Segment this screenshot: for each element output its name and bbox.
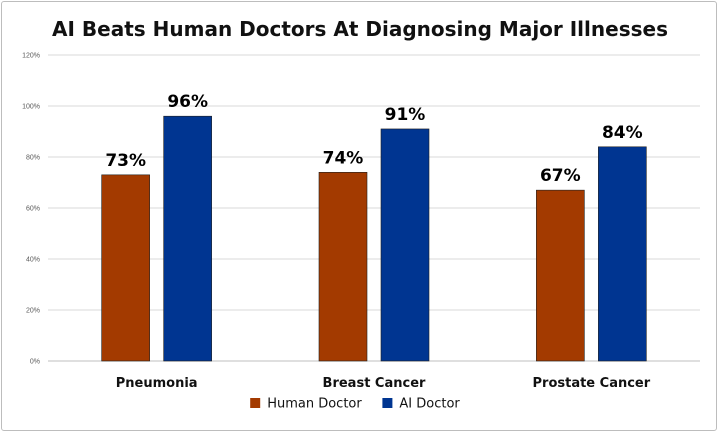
legend-swatch [382,398,393,408]
y-tick-label: 40% [26,257,40,264]
y-tick-label: 100% [22,104,40,111]
bar-human-doctor [101,174,150,362]
data-label: 67% [540,166,581,186]
legend-label: Human Doctor [267,397,362,412]
legend-swatch [250,398,261,408]
data-label: 74% [323,148,364,168]
category-label: Prostate Cancer [533,376,651,391]
data-label: 84% [602,123,643,143]
y-tick-label: 20% [26,308,40,315]
bar-ai-doctor [163,115,212,362]
y-tick-label: 120% [22,53,40,60]
y-tick-label: 60% [26,206,40,213]
data-label: 73% [105,151,146,171]
data-label: 91% [385,105,426,125]
bar-human-doctor [318,172,368,362]
category-label: Breast Cancer [323,376,426,391]
chart-title: AI Beats Human Doctors At Diagnosing Maj… [52,17,668,41]
bar-human-doctor [536,189,585,362]
y-tick-label: 80% [26,155,40,162]
category-label: Pneumonia [116,376,198,391]
bar-ai-doctor [380,128,430,362]
y-tick-label: 0% [30,359,40,366]
data-label: 96% [167,92,208,112]
legend-label: AI Doctor [399,397,460,412]
bar-ai-doctor [598,146,647,362]
